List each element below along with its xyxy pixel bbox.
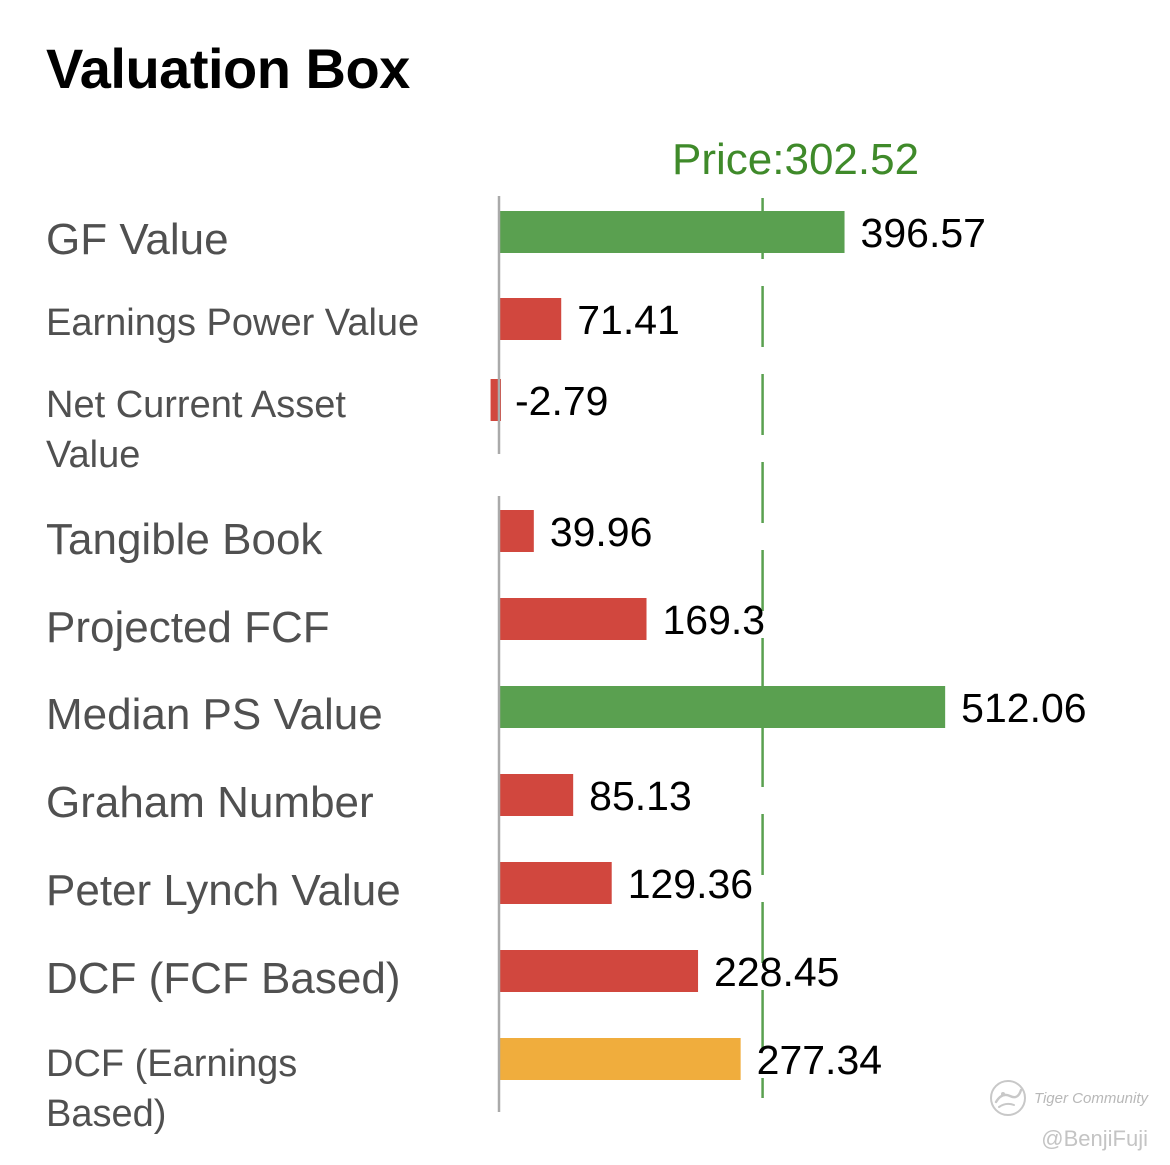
category-label: DCF (FCF Based) (46, 953, 401, 1003)
category-label: Projected FCF (46, 602, 330, 652)
category-label: Graham Number (46, 777, 374, 827)
category-label: Earnings Power Value (46, 301, 420, 344)
price-label: Price:302.52 (672, 135, 920, 184)
bar (499, 862, 612, 904)
bar (490, 379, 501, 421)
value-label: 129.36 (628, 861, 753, 907)
tiger-logo-icon (989, 1080, 1026, 1116)
bar (499, 298, 562, 340)
value-label: 169.3 (663, 597, 766, 643)
value-label: 512.06 (961, 685, 1086, 731)
bar (499, 510, 534, 552)
category-label: DCF (Earnings Based) (46, 1042, 298, 1135)
bar (499, 1038, 741, 1080)
category-label: Net Current Asset Value (46, 383, 346, 476)
watermark: Tiger Community (988, 1078, 1148, 1118)
bar (499, 211, 845, 253)
category-label: Peter Lynch Value (46, 865, 401, 915)
value-label: 85.13 (589, 773, 692, 819)
value-label: 277.34 (757, 1037, 882, 1083)
value-label: -2.79 (515, 378, 608, 424)
category-label: Tangible Book (46, 514, 323, 564)
value-label: 39.96 (550, 509, 653, 555)
category-label: Median PS Value (46, 689, 383, 739)
bar (499, 950, 699, 992)
value-label: 228.45 (714, 949, 839, 995)
watermark-handle: @BenjiFuji (1041, 1126, 1148, 1151)
bar (499, 598, 647, 640)
chart-title: Valuation Box (46, 37, 410, 100)
value-label: 396.57 (861, 210, 986, 256)
category-label: GF Value (46, 214, 229, 264)
value-label: 71.41 (577, 297, 680, 343)
watermark-brand: Tiger Community (1033, 1089, 1148, 1107)
bar (499, 686, 946, 728)
bar (499, 774, 574, 816)
